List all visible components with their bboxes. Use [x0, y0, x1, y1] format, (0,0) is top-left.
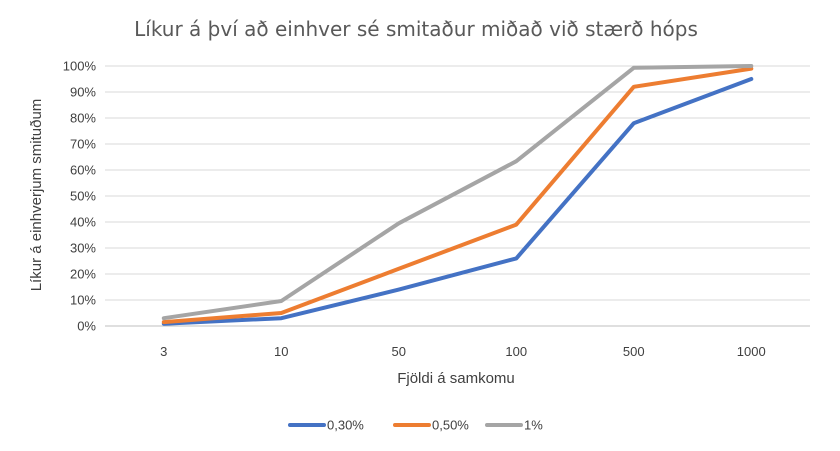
y-axis-title: Líkur á einhverjum smituðum: [28, 99, 45, 292]
y-tick-label: 60%: [70, 163, 96, 178]
chart-title: Líkur á því að einhver sé smitaður miðað…: [134, 17, 698, 41]
x-axis-title: Fjöldi á samkomu: [397, 370, 515, 387]
y-tick-label: 70%: [70, 137, 96, 152]
y-tick-label: 20%: [70, 267, 96, 282]
x-tick-label: 500: [623, 344, 645, 359]
legend-label: 0,50%: [432, 418, 469, 433]
gridlines: [105, 65, 810, 327]
series-line: [161, 66, 754, 325]
x-tick-label: 3: [160, 344, 167, 359]
y-tick-label: 100%: [63, 59, 97, 74]
series-lines: [161, 64, 754, 326]
x-tick-label: 1000: [737, 344, 766, 359]
x-tick-label: 100: [505, 344, 527, 359]
x-tick-label: 10: [274, 344, 288, 359]
legend: 0,30% 0,50% 1%: [288, 418, 543, 433]
legend-label: 0,30%: [327, 418, 364, 433]
y-axis-ticks: 0% 10% 20% 30% 40% 50% 60% 70% 80% 90% 100%: [63, 59, 97, 334]
y-tick-label: 50%: [70, 189, 96, 204]
y-tick-label: 30%: [70, 241, 96, 256]
series-line: [161, 64, 754, 321]
legend-label: 1%: [524, 418, 543, 433]
y-tick-label: 80%: [70, 111, 96, 126]
y-tick-label: 0%: [77, 319, 96, 334]
x-tick-label: 50: [392, 344, 406, 359]
x-axis-ticks: 3 10 50 100 500 1000: [160, 344, 766, 359]
y-tick-label: 90%: [70, 85, 96, 100]
y-tick-label: 40%: [70, 215, 96, 230]
series-line: [161, 77, 754, 326]
y-tick-label: 10%: [70, 293, 96, 308]
